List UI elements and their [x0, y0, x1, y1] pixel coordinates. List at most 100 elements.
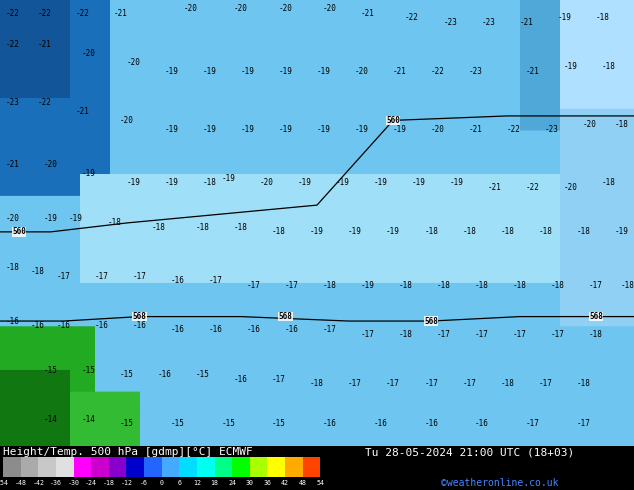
- Text: -19: -19: [386, 227, 400, 236]
- Text: -18: -18: [602, 62, 616, 72]
- Text: 30: 30: [246, 480, 254, 486]
- Text: -19: -19: [82, 170, 96, 178]
- Bar: [179, 457, 197, 477]
- Text: -20: -20: [44, 161, 58, 170]
- Text: -17: -17: [386, 379, 400, 388]
- Text: -18: -18: [310, 379, 324, 388]
- Text: -21: -21: [392, 67, 406, 76]
- Text: -17: -17: [272, 374, 286, 384]
- Text: -20: -20: [82, 49, 96, 58]
- Text: -14: -14: [44, 415, 58, 424]
- Text: -18: -18: [399, 281, 413, 290]
- Text: 42: 42: [281, 480, 289, 486]
- Text: -20: -20: [183, 4, 197, 13]
- Text: -6: -6: [140, 480, 148, 486]
- Text: -17: -17: [56, 272, 70, 281]
- Text: -16: -16: [234, 374, 248, 384]
- Bar: [232, 457, 250, 477]
- Text: -16: -16: [31, 321, 45, 330]
- Text: -15: -15: [272, 419, 286, 428]
- Text: -19: -19: [310, 227, 324, 236]
- Text: -18: -18: [475, 281, 489, 290]
- Text: -22: -22: [430, 67, 444, 76]
- Bar: [302, 457, 320, 477]
- Text: -16: -16: [285, 325, 299, 335]
- Bar: [162, 457, 179, 477]
- Text: 568: 568: [424, 317, 438, 325]
- Text: -30: -30: [68, 480, 80, 486]
- Text: -17: -17: [526, 419, 540, 428]
- Text: -22: -22: [405, 13, 419, 23]
- Text: -18: -18: [595, 13, 609, 23]
- Bar: [197, 457, 214, 477]
- Text: -15: -15: [120, 370, 134, 379]
- Text: -19: -19: [221, 174, 235, 183]
- Text: 48: 48: [299, 480, 307, 486]
- Text: -14: -14: [82, 415, 96, 424]
- Text: -16: -16: [171, 325, 184, 335]
- Text: 568: 568: [133, 312, 146, 321]
- Text: -19: -19: [354, 125, 368, 134]
- Bar: [39, 457, 56, 477]
- Text: -18: -18: [589, 330, 603, 339]
- Text: -15: -15: [196, 370, 210, 379]
- Text: -20: -20: [120, 116, 134, 125]
- Text: -19: -19: [297, 178, 311, 187]
- Text: -20: -20: [126, 58, 140, 67]
- Text: -17: -17: [361, 330, 375, 339]
- Text: -19: -19: [278, 125, 292, 134]
- Text: -18: -18: [500, 227, 514, 236]
- Text: -19: -19: [240, 67, 254, 76]
- Text: -17: -17: [348, 379, 362, 388]
- Text: -24: -24: [85, 480, 97, 486]
- Bar: [56, 457, 74, 477]
- Text: Height/Temp. 500 hPa [gdmp][°C] ECMWF: Height/Temp. 500 hPa [gdmp][°C] ECMWF: [3, 447, 253, 457]
- Text: -16: -16: [94, 321, 108, 330]
- Text: -17: -17: [285, 281, 299, 290]
- Bar: [285, 457, 302, 477]
- Text: -19: -19: [316, 67, 330, 76]
- Text: -17: -17: [589, 281, 603, 290]
- Text: -18: -18: [202, 178, 216, 187]
- Text: -16: -16: [158, 370, 172, 379]
- Text: -23: -23: [481, 18, 495, 27]
- Text: -17: -17: [475, 330, 489, 339]
- Text: Tu 28-05-2024 21:00 UTC (18+03): Tu 28-05-2024 21:00 UTC (18+03): [365, 447, 574, 457]
- Text: -18: -18: [424, 227, 438, 236]
- Text: -20: -20: [564, 183, 578, 192]
- Bar: [250, 457, 268, 477]
- Text: -19: -19: [202, 67, 216, 76]
- Text: -18: -18: [103, 480, 115, 486]
- Text: -19: -19: [373, 178, 387, 187]
- Text: -22: -22: [6, 9, 20, 18]
- Text: 54: 54: [316, 480, 324, 486]
- Text: -19: -19: [557, 13, 571, 23]
- Text: -18: -18: [551, 281, 565, 290]
- Text: -18: -18: [602, 178, 616, 187]
- Text: -15: -15: [82, 366, 96, 374]
- Text: -54: -54: [0, 480, 9, 486]
- Text: -18: -18: [6, 263, 20, 272]
- Text: -19: -19: [564, 62, 578, 72]
- Bar: [268, 457, 285, 477]
- Text: -15: -15: [44, 366, 58, 374]
- Text: -18: -18: [576, 379, 590, 388]
- Text: -18: -18: [513, 281, 527, 290]
- Text: -36: -36: [50, 480, 62, 486]
- Text: -21: -21: [488, 183, 501, 192]
- Text: -21: -21: [519, 18, 533, 27]
- Text: -15: -15: [171, 419, 184, 428]
- Text: 12: 12: [193, 480, 201, 486]
- Text: -23: -23: [6, 98, 20, 107]
- Text: -18: -18: [31, 268, 45, 276]
- Text: -17: -17: [424, 379, 438, 388]
- Text: -20: -20: [6, 214, 20, 223]
- Text: -18: -18: [399, 330, 413, 339]
- Text: -19: -19: [240, 125, 254, 134]
- Text: -48: -48: [15, 480, 27, 486]
- Text: -16: -16: [475, 419, 489, 428]
- Text: -18: -18: [538, 227, 552, 236]
- Text: -20: -20: [259, 178, 273, 187]
- Text: 6: 6: [178, 480, 181, 486]
- Text: -21: -21: [75, 107, 89, 116]
